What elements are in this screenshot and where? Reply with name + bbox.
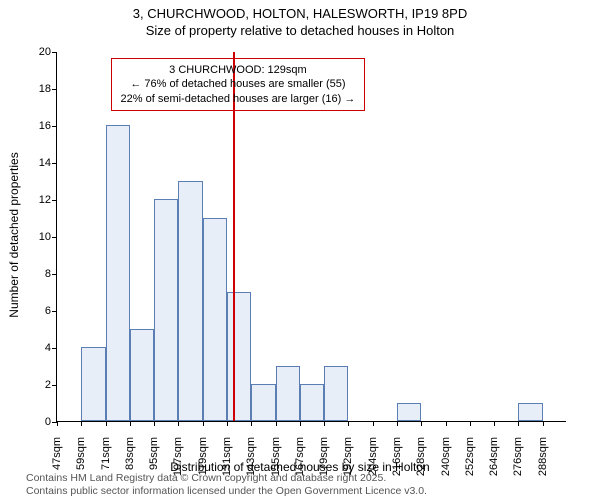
y-tickmark [52,163,57,164]
histogram-bar [397,403,421,422]
histogram-bar [518,403,542,422]
plot-wrap: 0246810121416182047sqm59sqm71sqm83sqm95s… [56,52,566,422]
histogram-bar [130,329,154,422]
footer: Contains HM Land Registry data © Crown c… [26,472,427,498]
x-tickmark [203,421,204,426]
y-tickmark [52,200,57,201]
x-tickmark [373,421,374,426]
annotation-title: 3 CHURCHWOOD: 129sqm [118,63,358,77]
histogram-bar [106,125,130,421]
x-tickmark [251,421,252,426]
y-tickmark [52,348,57,349]
x-tickmark [106,421,107,426]
x-tickmark [300,421,301,426]
y-tickmark [52,385,57,386]
x-tickmark [130,421,131,426]
histogram-bar [324,366,348,422]
x-tickmark [154,421,155,426]
x-tickmark [543,421,544,426]
x-tickmark [348,421,349,426]
x-tickmark [227,421,228,426]
y-tickmark [52,89,57,90]
footer-line-2: Contains public sector information licen… [26,485,427,498]
histogram-bar [203,218,227,422]
x-tickmark [81,421,82,426]
y-tickmark [52,274,57,275]
histogram-bar [251,384,275,421]
plot-area: 0246810121416182047sqm59sqm71sqm83sqm95s… [56,52,566,422]
chart-title-block: 3, CHURCHWOOD, HOLTON, HALESWORTH, IP19 … [0,0,600,38]
histogram-bar [227,292,251,422]
y-tickmark [52,126,57,127]
histogram-bar [178,181,202,422]
footer-line-1: Contains HM Land Registry data © Crown c… [26,472,427,485]
y-tickmark [52,311,57,312]
x-tickmark [470,421,471,426]
y-axis-label: Number of detached properties [7,152,21,317]
annotation-box: 3 CHURCHWOOD: 129sqm← 76% of detached ho… [111,58,365,111]
x-tickmark [178,421,179,426]
annotation-line-1: ← 76% of detached houses are smaller (55… [118,77,358,91]
histogram-bar [300,384,324,421]
annotation-line-2: 22% of semi-detached houses are larger (… [118,92,358,106]
x-tickmark [397,421,398,426]
x-tickmark [446,421,447,426]
x-tickmark [276,421,277,426]
chart-subtitle: Size of property relative to detached ho… [0,23,600,38]
histogram-bar [276,366,300,422]
x-tickmark [421,421,422,426]
x-tickmark [518,421,519,426]
x-tickmark [324,421,325,426]
y-tickmark [52,52,57,53]
x-tickmark [494,421,495,426]
x-tickmark [57,421,58,426]
histogram-bar [154,199,178,421]
y-tickmark [52,237,57,238]
chart-title: 3, CHURCHWOOD, HOLTON, HALESWORTH, IP19 … [0,6,600,21]
histogram-bar [81,347,105,421]
